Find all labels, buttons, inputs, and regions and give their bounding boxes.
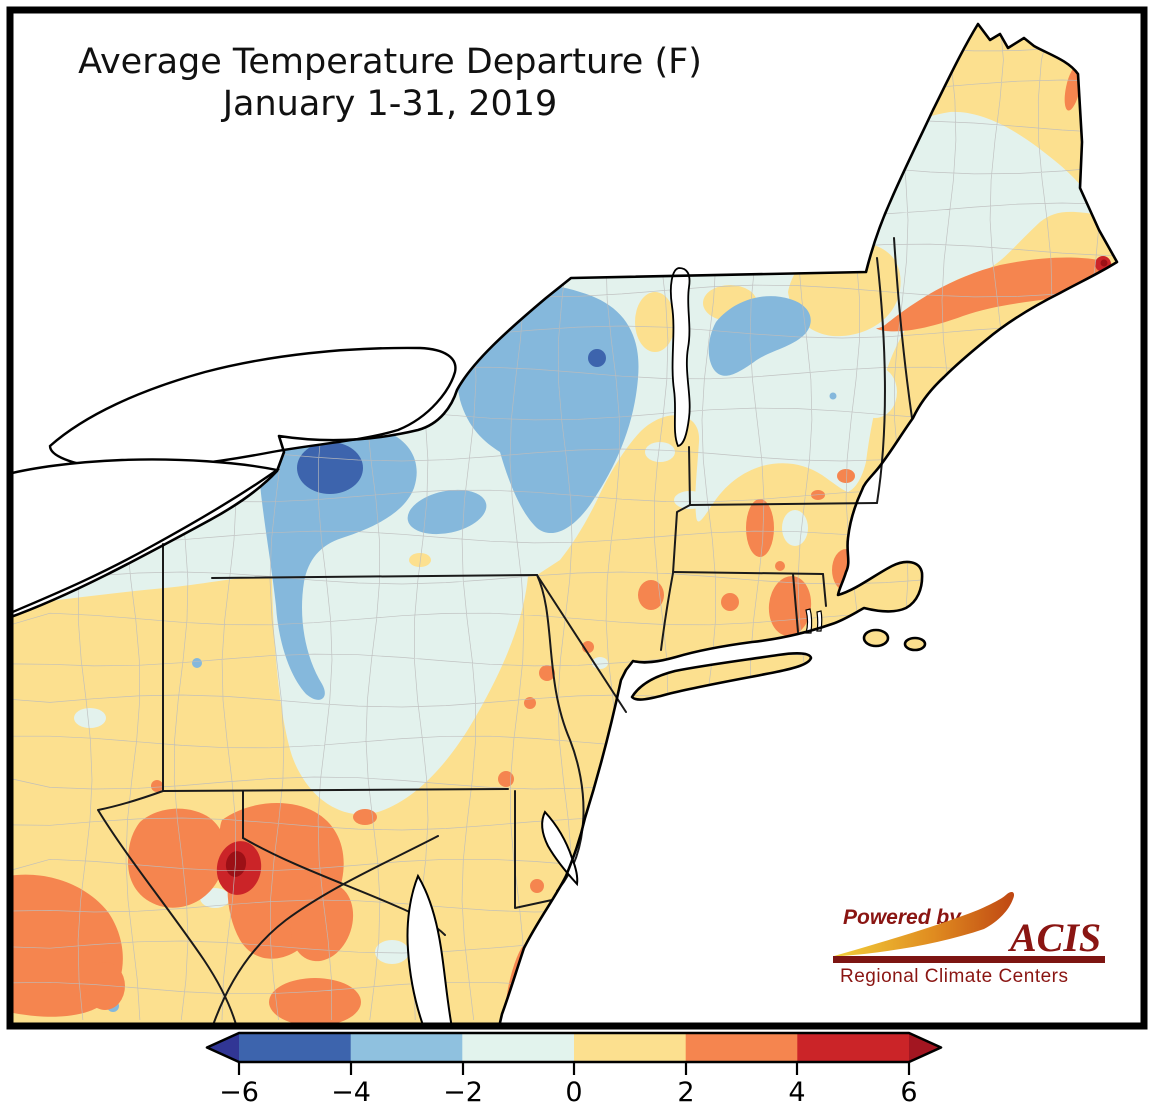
colorbar-ticks xyxy=(237,1062,911,1075)
anomaly-blob xyxy=(782,510,808,546)
state-borders xyxy=(97,237,913,1029)
colorbar: −6 −4 −2 0 2 4 6 xyxy=(205,1031,943,1108)
state-border-ma-south xyxy=(672,571,824,575)
anomaly-blob xyxy=(151,780,163,792)
anomaly-blob xyxy=(775,561,785,571)
anomaly-blob xyxy=(539,665,555,681)
anomaly-blob xyxy=(588,349,606,367)
anomaly-blob xyxy=(645,442,675,462)
anomaly-blob xyxy=(269,978,361,1026)
anomaly-blob xyxy=(290,882,354,962)
anomaly-blob xyxy=(353,809,377,825)
state-border-de-md xyxy=(514,790,553,909)
colorbar-arrow-right xyxy=(909,1033,941,1062)
coastline xyxy=(7,22,1119,1028)
state-border-mason-dixon xyxy=(162,788,509,792)
colorbar-segment xyxy=(574,1033,687,1062)
anomaly-blob xyxy=(498,771,514,787)
regions-neg2-to-neg4 xyxy=(107,283,837,1012)
anomaly-blob xyxy=(128,808,226,908)
colorbar-segment xyxy=(685,1033,798,1062)
anomaly-blob xyxy=(297,442,363,494)
anomaly-blob xyxy=(721,593,739,611)
colorbar-arrow-left xyxy=(207,1033,239,1062)
state-border-ri-ma xyxy=(822,573,827,607)
anomaly-blob xyxy=(259,418,417,700)
logo-bar xyxy=(833,956,1105,963)
anomaly-blob xyxy=(829,392,837,400)
colorbar-segment xyxy=(797,1033,909,1062)
map-title-line1: Average Temperature Departure (F) xyxy=(78,42,702,82)
anomaly-blob xyxy=(85,962,125,1010)
state-border-ny-pa xyxy=(211,574,538,579)
colorbar-tick-label: 0 xyxy=(565,1077,582,1108)
logo-swoosh-icon xyxy=(834,891,1015,956)
anomaly-blob xyxy=(524,697,536,709)
anomaly-blob xyxy=(837,469,855,483)
narragansett-bay xyxy=(805,608,823,634)
state-border-nh-me xyxy=(893,237,913,419)
anomaly-blob xyxy=(853,366,897,418)
colorbar-segment xyxy=(239,1033,352,1062)
anomaly-blob xyxy=(635,292,675,352)
anomaly-blob xyxy=(838,24,1098,198)
lake-champlain xyxy=(669,267,691,448)
colorbar-tick-label: 6 xyxy=(900,1077,917,1108)
anomaly-blob xyxy=(192,658,202,668)
state-border-ct-ri xyxy=(792,573,799,633)
colorbar-tick-label: −2 xyxy=(443,1077,483,1108)
anomaly-blob xyxy=(746,499,774,557)
anomaly-blob xyxy=(638,580,664,610)
logo-tagline-text: Regional Climate Centers xyxy=(840,966,1069,987)
colorbar-segment xyxy=(350,1033,463,1062)
delaware-bay xyxy=(541,810,579,887)
regions-pos2-to-pos4 xyxy=(8,65,1117,1026)
state-border-vt-nh xyxy=(876,257,886,504)
colorbar-tick-label: −4 xyxy=(331,1077,371,1108)
anomaly-blob xyxy=(530,879,544,893)
anomaly-blob xyxy=(74,708,106,728)
anomaly-blob xyxy=(272,576,528,815)
colorbar-tick-label: 4 xyxy=(788,1077,805,1108)
anomaly-blob xyxy=(409,553,431,567)
colorbar-tick-label: −6 xyxy=(219,1077,259,1108)
map-frame xyxy=(6,6,1148,1030)
logo-acis-text: ACIS xyxy=(1007,915,1101,960)
state-border-wv-va xyxy=(211,835,439,1029)
anomaly-blob xyxy=(407,489,487,535)
state-border-ma-north xyxy=(689,502,878,506)
anomaly-blob xyxy=(375,940,409,964)
state-border-delaware-river xyxy=(536,574,585,892)
colorbar-tick-labels: −6 −4 −2 0 2 4 6 xyxy=(219,1077,918,1108)
state-border-ny-newengland xyxy=(660,504,691,651)
state-border-ny-vt xyxy=(688,446,691,506)
state-border-ny-nj xyxy=(536,574,627,713)
regions-neg4-to-neg6 xyxy=(297,349,606,494)
acis-logo: Powered by ACIS Regional Climate Centers xyxy=(833,891,1105,987)
state-border-ohio-river xyxy=(97,790,238,1029)
anomaly-blob xyxy=(452,283,639,534)
colorbar-segment xyxy=(462,1033,575,1062)
anomaly-blob xyxy=(708,296,811,376)
map-title-line2: January 1-31, 2019 xyxy=(221,84,558,124)
anomaly-blob xyxy=(1100,259,1108,267)
colorbar-tick-label: 2 xyxy=(677,1077,694,1108)
logo-powered-by-text: Powered by xyxy=(843,906,962,929)
